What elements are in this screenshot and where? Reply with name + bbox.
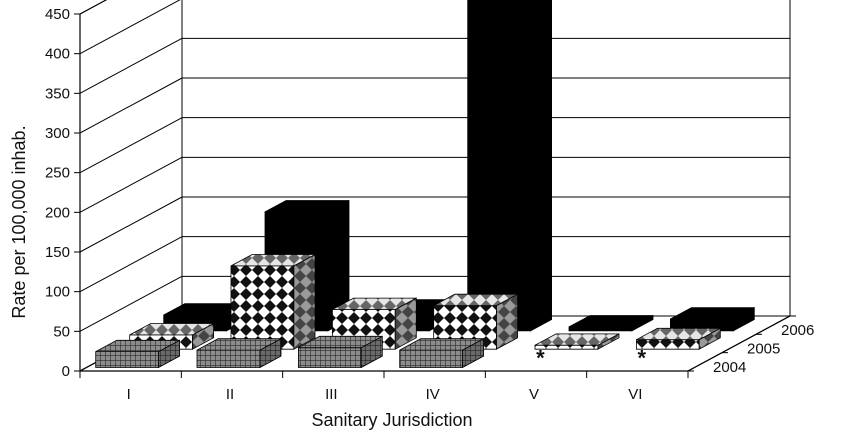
zero-marker: * bbox=[638, 346, 647, 371]
bar-top bbox=[95, 339, 180, 353]
bar-2006-IV bbox=[467, 0, 552, 332]
bar-2006-V bbox=[568, 314, 654, 332]
bar-2005-VI bbox=[636, 327, 721, 350]
bar-2004-II bbox=[196, 338, 282, 369]
bar-2004-I bbox=[95, 339, 181, 369]
bar-top bbox=[433, 293, 518, 307]
bar-top bbox=[129, 323, 214, 336]
gridline-side bbox=[79, 196, 183, 253]
x-tick-label: V bbox=[529, 386, 539, 403]
bar-front bbox=[230, 265, 295, 350]
x-tick-label: III bbox=[325, 386, 338, 403]
bar-2004-V: * bbox=[536, 346, 545, 371]
x-tick-label: IV bbox=[426, 386, 440, 403]
bar-front bbox=[568, 326, 633, 332]
x-tick-label: II bbox=[226, 386, 234, 403]
y-tick-label: 100 bbox=[45, 284, 70, 301]
y-tick-label: 350 bbox=[45, 85, 70, 102]
y-tick-label: 150 bbox=[45, 244, 70, 261]
y-tick-label: 0 bbox=[62, 363, 70, 380]
bar-top bbox=[264, 200, 350, 213]
bar-2005-V bbox=[534, 333, 620, 350]
gridline-side bbox=[79, 77, 183, 134]
zero-marker: * bbox=[536, 346, 545, 371]
bar-side bbox=[530, 0, 552, 332]
bar-front bbox=[196, 349, 261, 368]
y-tick-label: 50 bbox=[53, 323, 70, 340]
bar-top bbox=[298, 335, 383, 349]
bar-front bbox=[467, 0, 531, 332]
bar-side bbox=[293, 253, 316, 350]
bar-top bbox=[534, 333, 620, 346]
bar-2004-IV bbox=[399, 338, 485, 369]
gridline-side bbox=[79, 37, 183, 94]
bar-2004-III bbox=[297, 335, 383, 369]
bar-top bbox=[636, 327, 721, 341]
bar-front bbox=[95, 351, 159, 368]
gridline-side bbox=[79, 117, 183, 174]
x-tick-label: VI bbox=[628, 386, 642, 403]
y-tick-label: 250 bbox=[45, 165, 70, 182]
gridline-side bbox=[79, 0, 108, 15]
bar-top bbox=[399, 338, 484, 351]
bar-top bbox=[230, 254, 316, 267]
y-axis-title: Rate per 100,000 inhab. bbox=[9, 125, 29, 318]
series-label: 2004 bbox=[713, 359, 746, 376]
gridline-side bbox=[79, 236, 183, 293]
bar-top bbox=[196, 338, 282, 351]
gridline-side bbox=[79, 275, 183, 332]
gridline-side bbox=[79, 156, 183, 213]
bar-top bbox=[332, 297, 417, 310]
bar-top bbox=[568, 315, 654, 328]
y-tick-label: 300 bbox=[45, 125, 70, 142]
y-tick-label: 450 bbox=[45, 6, 70, 23]
bar-2005-II bbox=[230, 253, 316, 350]
y-tick-label: 400 bbox=[45, 46, 70, 63]
depth-axis-line bbox=[687, 315, 791, 372]
x-axis-title: Sanitary Jurisdiction bbox=[311, 410, 472, 430]
series-label: 2005 bbox=[747, 341, 780, 358]
bar-2004-VI: * bbox=[638, 346, 647, 371]
series-label: 2006 bbox=[781, 322, 814, 339]
gridline-side bbox=[79, 0, 181, 55]
x-tick-label: I bbox=[127, 386, 131, 403]
y-tick-label: 200 bbox=[45, 204, 70, 221]
bar-front bbox=[399, 349, 463, 368]
bar-top bbox=[670, 307, 755, 320]
bar-front bbox=[297, 347, 362, 368]
